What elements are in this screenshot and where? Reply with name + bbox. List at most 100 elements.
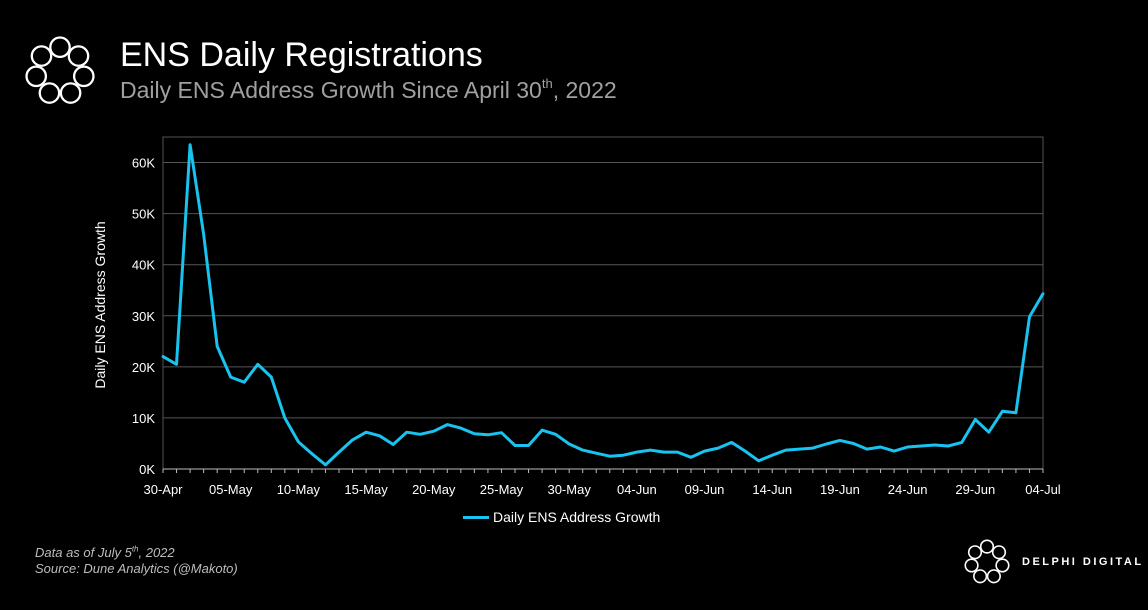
data-point [581, 448, 584, 452]
chart-title: ENS Daily Registrations [120, 36, 483, 74]
delphi-brand-logo-icon [964, 539, 1010, 584]
data-point [947, 444, 950, 448]
data-point [906, 445, 909, 449]
x-tick-label: 25-May [480, 482, 524, 497]
data-point [838, 439, 842, 442]
series-layer [161, 143, 1045, 467]
data-point [608, 455, 611, 458]
data-point [405, 431, 408, 434]
y-tick-label: 10K [132, 411, 155, 426]
data-point [229, 375, 232, 379]
data-point [622, 454, 625, 457]
y-tick-label: 0K [139, 462, 155, 477]
data-point [987, 431, 991, 434]
data-point [188, 143, 192, 146]
x-tick-label: 04-Jun [617, 482, 657, 497]
x-tick-label: 04-Jul [1025, 482, 1061, 497]
footnotes: Data as of July 5th, 2022 Source: Dune A… [35, 545, 238, 577]
brand-mark: DELPHI DIGITAL [962, 538, 1144, 586]
x-tick-label: 10-May [277, 482, 321, 497]
x-axis-ticks: 30-Apr 05-May 10-May 15-May 20-May 25-May 30-M… [143, 482, 1060, 497]
data-point [960, 441, 963, 444]
data-point [256, 363, 259, 366]
data-point [243, 380, 246, 384]
data-point [297, 440, 300, 444]
data-point [595, 451, 598, 455]
data-point [933, 443, 936, 447]
data-point [283, 416, 287, 420]
data-point [676, 450, 679, 454]
data-point [215, 345, 219, 348]
y-axis-label: Daily ENS Address Growth [92, 221, 108, 388]
data-point [364, 431, 368, 434]
data-point [432, 430, 435, 433]
x-tick-label: 20-May [412, 482, 456, 497]
data-point [270, 375, 273, 379]
data-point [743, 449, 747, 453]
x-tick-label: 19-Jun [820, 482, 860, 497]
data-point [527, 444, 530, 447]
data-as-of-note: Data as of July 5th, 2022 [35, 544, 175, 560]
data-point [716, 446, 720, 450]
data-point [459, 426, 463, 430]
axes [162, 136, 1044, 473]
grid-lines [163, 162, 1043, 419]
data-point [730, 441, 733, 444]
data-point [865, 447, 869, 451]
y-tick-label: 60K [132, 156, 155, 171]
data-point [757, 459, 760, 463]
data-point [879, 445, 882, 449]
y-axis-ticks: 0K 10K 20K 30K 40K 50K 60K [132, 156, 155, 477]
data-point [310, 452, 314, 455]
data-point [771, 454, 774, 457]
data-point [202, 232, 205, 236]
x-tick-label: 14-Jun [752, 482, 792, 497]
data-point [852, 442, 855, 445]
data-point [974, 418, 977, 421]
data-point [337, 450, 341, 454]
data-point [419, 433, 422, 436]
delphi-logo-icon [25, 36, 95, 104]
data-point [351, 438, 354, 442]
legend-swatch [463, 515, 489, 519]
legend-label: Daily ENS Address Growth [493, 509, 661, 525]
brand-name: DELPHI DIGITAL [1022, 556, 1144, 568]
data-point [446, 423, 449, 426]
data-point [635, 450, 639, 454]
data-point [1014, 411, 1018, 415]
data-point [892, 449, 896, 453]
data-point [540, 428, 544, 432]
y-tick-label: 20K [132, 360, 155, 375]
data-point [1028, 315, 1031, 318]
chart-subtitle: Daily ENS Address Growth Since April 30t… [120, 76, 617, 103]
legend: Daily ENS Address Growth [463, 509, 660, 525]
data-point [1001, 410, 1004, 413]
x-tick-label: 24-Jun [888, 482, 928, 497]
data-point [175, 363, 178, 366]
data-point [378, 434, 381, 437]
plot-frame [162, 136, 1044, 470]
data-point [919, 444, 923, 448]
data-point [161, 355, 165, 358]
data-point [567, 442, 571, 446]
data-point [500, 431, 503, 434]
y-tick-label: 50K [132, 207, 155, 222]
data-point [513, 444, 517, 447]
x-tick-label: 29-Jun [955, 482, 995, 497]
x-tick-label: 30-Apr [143, 482, 183, 497]
data-point [662, 450, 666, 454]
data-point [324, 463, 327, 467]
data-point [486, 433, 490, 436]
source-note: Source: Dune Analytics (@Makoto) [35, 561, 238, 576]
data-point [391, 443, 395, 446]
data-point [1041, 292, 1045, 296]
y-tick-label: 30K [132, 309, 155, 324]
x-tick-label: 15-May [344, 482, 388, 497]
y-tick-label: 40K [132, 258, 155, 273]
series-line [161, 143, 1045, 467]
data-point [689, 456, 693, 459]
data-point [798, 447, 801, 451]
x-tick-label: 09-Jun [685, 482, 725, 497]
data-point [784, 448, 787, 452]
